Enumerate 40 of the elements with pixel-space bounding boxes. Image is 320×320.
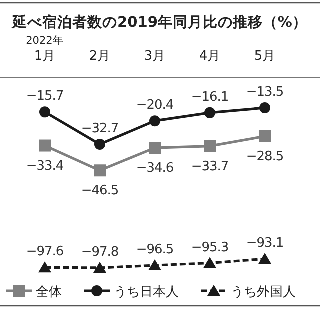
x-tick-label: 1月 bbox=[34, 49, 56, 64]
data-label: −97.8 bbox=[81, 245, 119, 260]
chart-title: 延べ宿泊者数の2019年同月比の推移（%） bbox=[12, 13, 308, 31]
point bbox=[148, 260, 162, 271]
point bbox=[204, 257, 216, 268]
point bbox=[94, 262, 106, 273]
data-label: −13.5 bbox=[246, 85, 284, 100]
data-label: −93.1 bbox=[246, 236, 284, 252]
point bbox=[40, 106, 50, 118]
data-label: −33.7 bbox=[191, 159, 229, 174]
data-label: −16.1 bbox=[191, 90, 229, 105]
data-label: −95.3 bbox=[191, 240, 229, 256]
data-label: −34.6 bbox=[136, 161, 174, 176]
point bbox=[259, 130, 271, 142]
text: 2022年 bbox=[26, 35, 64, 47]
data-label: −15.7 bbox=[26, 89, 64, 104]
legend-label: うち外国人 bbox=[231, 285, 296, 300]
data-label: −96.5 bbox=[136, 242, 174, 258]
data-label: −97.6 bbox=[26, 244, 64, 260]
point bbox=[204, 140, 216, 152]
data-label: −46.5 bbox=[81, 184, 119, 199]
data-label: −28.5 bbox=[246, 149, 284, 164]
point bbox=[150, 116, 160, 127]
legend-label: うち日本人 bbox=[114, 285, 179, 300]
data-label: −20.4 bbox=[136, 98, 174, 114]
point bbox=[260, 102, 270, 114]
data-label: −33.4 bbox=[26, 158, 64, 174]
x-tick-label: 2月 bbox=[89, 49, 111, 64]
point bbox=[94, 138, 106, 150]
point bbox=[149, 142, 161, 154]
x-tick-label: 4月 bbox=[199, 49, 221, 64]
legend-label: 全体 bbox=[36, 285, 62, 300]
data-label: −32.7 bbox=[81, 121, 119, 136]
point bbox=[39, 140, 51, 152]
point bbox=[204, 107, 216, 118]
point bbox=[94, 164, 106, 177]
x-tick-label: 3月 bbox=[144, 49, 166, 64]
x-tick-label: 5月 bbox=[254, 49, 276, 64]
point bbox=[38, 262, 52, 273]
point bbox=[258, 253, 272, 264]
